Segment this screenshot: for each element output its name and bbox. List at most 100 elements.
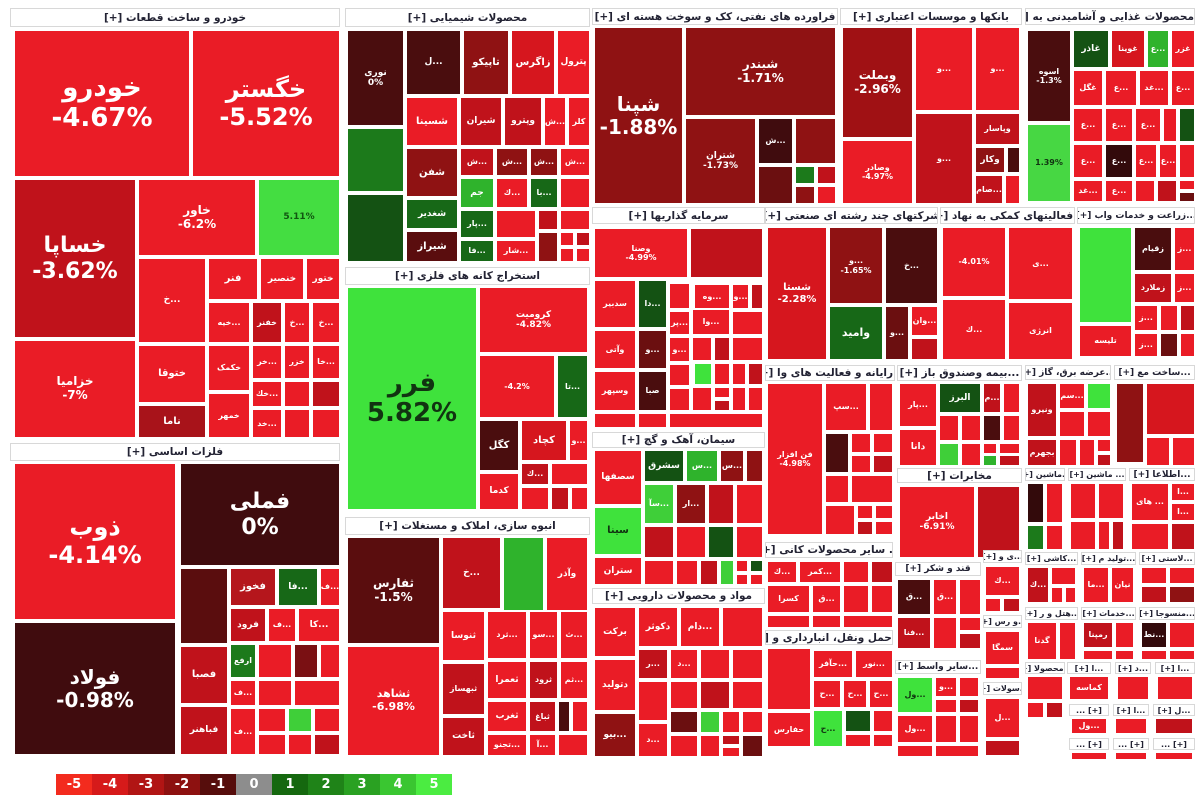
stock-tile[interactable]: ...ز bbox=[1174, 227, 1195, 271]
stock-tile[interactable]: ... های bbox=[1131, 483, 1169, 521]
stock-tile[interactable] bbox=[795, 118, 836, 164]
sector-header[interactable]: ...اطلاعا [+] bbox=[1129, 468, 1195, 481]
stock-tile[interactable]: ...نور bbox=[855, 650, 893, 678]
sector-header[interactable]: ...ساخت مع [+] bbox=[1114, 365, 1195, 380]
stock-tile[interactable]: ...ول bbox=[897, 677, 933, 713]
stock-tile[interactable] bbox=[1135, 180, 1155, 202]
stock-tile[interactable]: ...و bbox=[975, 27, 1020, 111]
stock-tile[interactable]: ...پار bbox=[460, 210, 494, 238]
stock-tile[interactable]: وسپهر bbox=[594, 371, 636, 411]
stock-tile[interactable] bbox=[692, 387, 712, 411]
stock-tile[interactable]: صبا bbox=[638, 371, 667, 411]
stock-tile[interactable] bbox=[284, 409, 310, 438]
stock-tile[interactable]: ...ع bbox=[1105, 70, 1137, 106]
stock-tile[interactable] bbox=[767, 615, 810, 628]
stock-tile[interactable] bbox=[670, 711, 698, 733]
stock-tile[interactable] bbox=[1003, 598, 1020, 612]
stock-tile[interactable]: ...ف bbox=[230, 708, 256, 755]
stock-tile[interactable]: ...خ bbox=[885, 227, 938, 304]
stock-tile[interactable]: خاور -6.2% bbox=[138, 179, 256, 256]
stock-tile[interactable]: غگل bbox=[1073, 70, 1103, 106]
stock-tile[interactable]: ...و bbox=[669, 337, 690, 362]
sector-header[interactable]: ...ا [+] bbox=[1113, 704, 1149, 716]
stock-tile[interactable]: ...ل bbox=[406, 30, 461, 95]
stock-tile[interactable] bbox=[644, 560, 674, 585]
stock-tile[interactable]: ...ول bbox=[897, 715, 933, 743]
stock-tile[interactable] bbox=[314, 708, 340, 732]
stock-tile[interactable]: سینا bbox=[594, 507, 642, 555]
stock-tile[interactable] bbox=[258, 680, 292, 706]
stock-tile[interactable]: غاذر bbox=[1073, 30, 1109, 68]
stock-tile[interactable] bbox=[1115, 650, 1134, 660]
stock-tile[interactable] bbox=[985, 740, 1020, 756]
stock-tile[interactable] bbox=[1051, 587, 1063, 603]
stock-tile[interactable] bbox=[732, 387, 746, 411]
stock-tile[interactable] bbox=[959, 633, 981, 649]
stock-tile[interactable] bbox=[1046, 525, 1063, 550]
stock-tile[interactable]: ...کمر bbox=[799, 561, 841, 583]
stock-tile[interactable]: ...ثرد bbox=[487, 611, 527, 659]
stock-tile[interactable]: ...ف bbox=[268, 608, 296, 642]
stock-tile[interactable]: ...سآ bbox=[644, 484, 674, 524]
stock-tile[interactable] bbox=[1070, 521, 1096, 550]
stock-tile[interactable]: ...خ bbox=[442, 537, 501, 609]
stock-tile[interactable]: ثنوسا bbox=[442, 611, 485, 661]
stock-tile[interactable]: ...ك bbox=[496, 178, 528, 208]
stock-tile[interactable]: وکار bbox=[975, 147, 1005, 173]
stock-tile[interactable] bbox=[983, 455, 997, 466]
stock-tile[interactable]: فملی 0% bbox=[180, 463, 340, 566]
stock-tile[interactable] bbox=[817, 166, 836, 184]
stock-tile[interactable] bbox=[558, 734, 588, 756]
sector-header[interactable]: استخراج کانه های فلزی [+] bbox=[345, 267, 590, 285]
stock-tile[interactable] bbox=[560, 248, 574, 262]
stock-tile[interactable]: ...ز bbox=[1134, 333, 1158, 357]
stock-tile[interactable]: فرود bbox=[230, 608, 266, 642]
stock-tile[interactable] bbox=[825, 433, 849, 473]
stock-tile[interactable]: فولاد -0.98% bbox=[14, 622, 176, 755]
sector-header[interactable]: فراورده های نفتی، کک و سوخت هسته ای [+] bbox=[592, 8, 838, 25]
stock-tile[interactable]: ...ك bbox=[521, 463, 549, 485]
stock-tile[interactable] bbox=[1046, 483, 1063, 523]
stock-tile[interactable]: ...نط bbox=[1141, 622, 1167, 648]
stock-tile[interactable]: کچاد bbox=[521, 420, 567, 461]
stock-tile[interactable] bbox=[825, 505, 855, 535]
stock-tile[interactable] bbox=[1172, 437, 1195, 466]
sector-header[interactable]: ...د [+] bbox=[1115, 662, 1151, 674]
stock-tile[interactable] bbox=[742, 711, 763, 733]
stock-tile[interactable] bbox=[258, 708, 286, 732]
stock-tile[interactable] bbox=[720, 560, 734, 585]
stock-tile[interactable]: -4.01% bbox=[942, 227, 1006, 297]
stock-tile[interactable]: ...خد bbox=[252, 409, 282, 438]
stock-tile[interactable] bbox=[288, 734, 312, 755]
stock-tile[interactable]: شبندر -1.71% bbox=[685, 27, 836, 116]
stock-tile[interactable] bbox=[959, 677, 979, 697]
stock-tile[interactable]: کلر bbox=[568, 97, 590, 146]
stock-tile[interactable] bbox=[843, 561, 869, 583]
stock-tile[interactable]: وبملت -2.96% bbox=[842, 27, 913, 138]
stock-tile[interactable] bbox=[1097, 454, 1111, 466]
stock-tile[interactable]: ...ك bbox=[942, 299, 1006, 360]
stock-tile[interactable]: ...و bbox=[569, 420, 588, 461]
stock-tile[interactable] bbox=[1027, 676, 1063, 700]
stock-tile[interactable] bbox=[732, 337, 763, 361]
stock-tile[interactable]: ...غد bbox=[1139, 70, 1169, 106]
sector-header[interactable]: ...کاشی [+] bbox=[1025, 552, 1078, 565]
stock-tile[interactable]: -4.2% bbox=[479, 355, 555, 418]
stock-tile[interactable] bbox=[722, 711, 740, 733]
stock-tile[interactable] bbox=[692, 337, 712, 361]
stock-tile[interactable] bbox=[857, 505, 873, 519]
stock-tile[interactable]: ...ش bbox=[496, 148, 528, 176]
stock-tile[interactable]: ...ار bbox=[676, 484, 706, 524]
stock-tile[interactable] bbox=[875, 521, 893, 535]
stock-tile[interactable]: ...ل bbox=[985, 698, 1020, 738]
stock-tile[interactable] bbox=[576, 232, 590, 246]
stock-tile[interactable] bbox=[983, 415, 1001, 441]
stock-tile[interactable] bbox=[347, 128, 404, 192]
stock-tile[interactable] bbox=[560, 210, 590, 230]
stock-tile[interactable]: خکمک bbox=[208, 345, 250, 391]
stock-tile[interactable]: کسرا bbox=[767, 585, 810, 613]
stock-tile[interactable]: خزر bbox=[284, 345, 310, 379]
stock-tile[interactable] bbox=[558, 701, 570, 732]
stock-tile[interactable]: شتران -1.73% bbox=[685, 118, 756, 204]
stock-tile[interactable]: ...ع bbox=[1073, 144, 1103, 178]
